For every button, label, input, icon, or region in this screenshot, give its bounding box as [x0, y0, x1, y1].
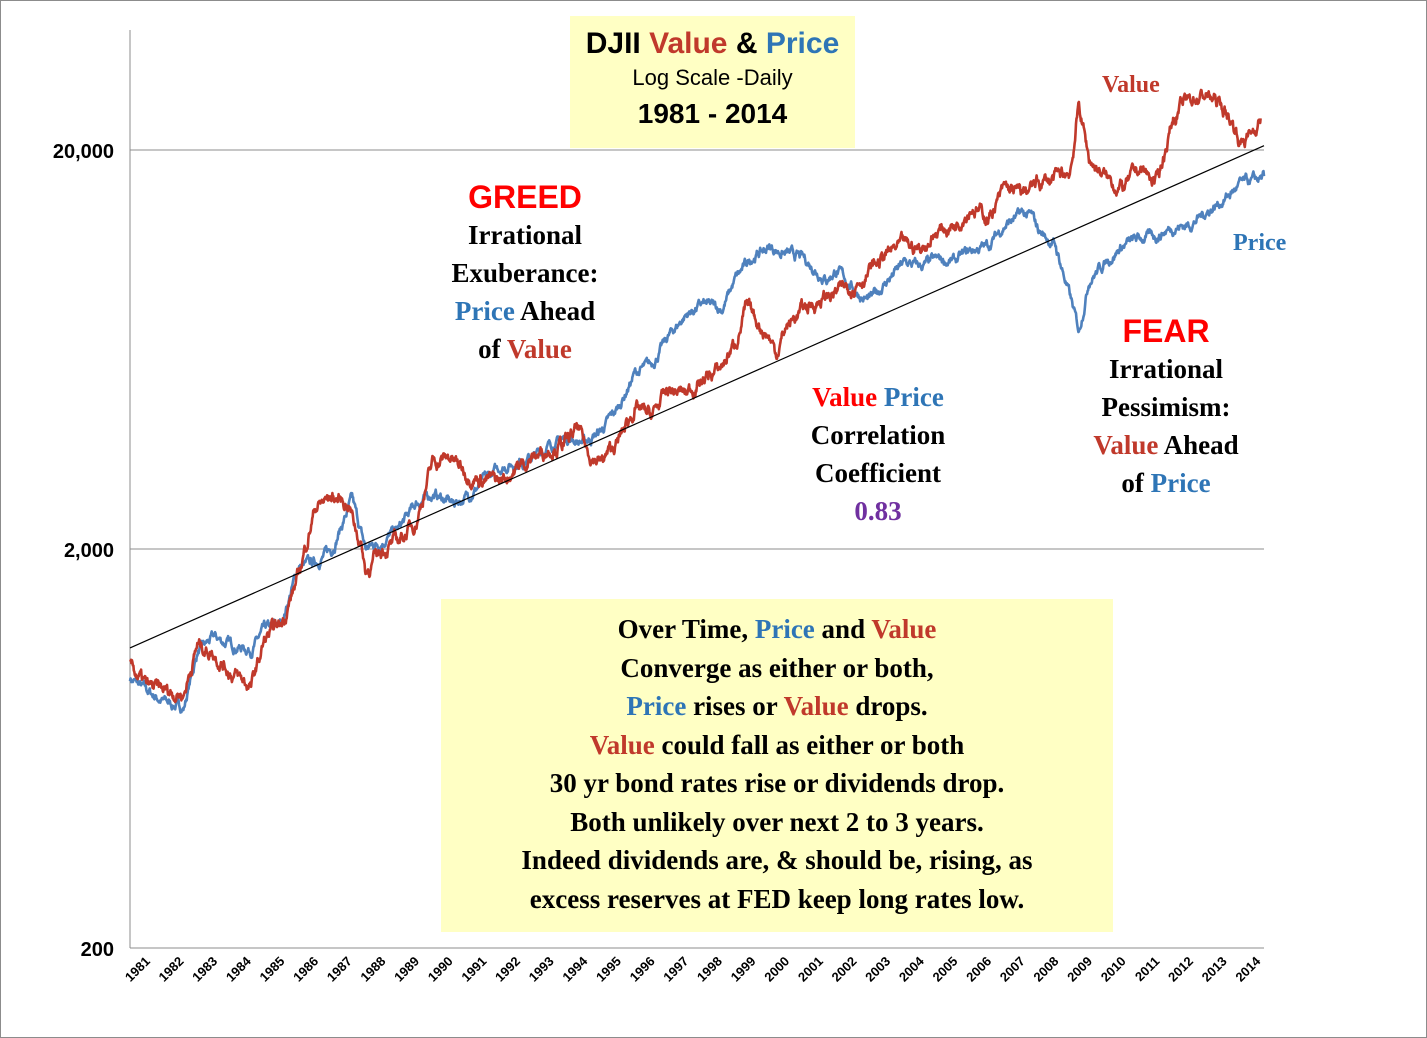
x-tick-label: 2002	[829, 954, 860, 985]
trend-line	[129, 145, 1265, 649]
note-line-8: excess reserves at FED keep long rates l…	[529, 883, 1025, 914]
note-line-5: 30 yr bond rates rise or dividends drop.	[549, 768, 1005, 798]
greed-line-1: Irrational	[468, 220, 582, 250]
y-tick-label-2000: 2,000	[64, 540, 114, 562]
title-box: DJII Value & Price Log Scale -Daily 1981…	[570, 16, 855, 148]
greed-annotation: GREED Irrational Exuberance: Price Ahead…	[420, 178, 630, 368]
x-tick-label: 2007	[997, 954, 1028, 985]
chart-date-range: 1981 - 2014	[637, 98, 788, 129]
x-tick-label: 1990	[425, 954, 456, 985]
x-tick-label: 2012	[1165, 954, 1196, 985]
x-tick-label: 1987	[324, 954, 355, 985]
x-tick-label: 1992	[492, 954, 523, 985]
fear-heading: FEAR	[1122, 313, 1210, 349]
x-tick-label: 2006	[963, 954, 994, 985]
note-line-1: Over Time, Price and Value	[617, 614, 937, 644]
x-tick-label: 2005	[929, 954, 960, 985]
x-tick-label: 1996	[627, 954, 658, 985]
correlation-coefficient: 0.83	[854, 496, 902, 526]
x-tick-label: 2014	[1232, 953, 1264, 985]
note-line-6: Both unlikely over next 2 to 3 years.	[570, 806, 984, 837]
x-tick-label: 1998	[694, 954, 725, 985]
x-tick-label: 2010	[1098, 954, 1129, 985]
y-tick-label-20000: 20,000	[53, 141, 114, 163]
note-box: Over Time, Price and Value Converge as e…	[441, 599, 1113, 932]
x-tick-label: 1988	[357, 954, 388, 985]
x-tick-label: 1981	[122, 954, 153, 985]
x-tick-label: 2009	[1064, 954, 1095, 985]
series-label-price: Price	[1233, 230, 1287, 256]
x-tick-label: 2013	[1199, 954, 1230, 985]
x-tick-label: 1995	[593, 954, 624, 985]
x-axis-ticks: 1981 1982 1983 1984 1985 1986 1987 1988 1989 1990…	[122, 953, 1264, 985]
x-tick-label: 1986	[290, 954, 321, 985]
fear-line-2: Pessimism:	[1101, 392, 1231, 422]
series-layer	[128, 88, 1266, 714]
x-tick-label: 2004	[896, 953, 928, 985]
x-tick-label: 1985	[256, 954, 287, 985]
greed-line-2: Exuberance:	[451, 258, 599, 288]
chart-title: DJII Value & Price	[585, 27, 840, 60]
greed-heading: GREED	[468, 179, 582, 215]
series-price-line	[128, 169, 1266, 714]
y-tick-label-200: 200	[81, 939, 114, 961]
series-label-value: Value	[1102, 72, 1160, 98]
note-line-7: Indeed dividends are, & should be, risin…	[521, 845, 1033, 875]
x-tick-label: 1984	[223, 953, 255, 985]
x-tick-label: 2000	[761, 954, 792, 985]
correlation-line-3: Coefficient	[815, 458, 941, 488]
chart-subtitle: Log Scale -Daily	[632, 65, 793, 90]
x-tick-label: 1983	[189, 954, 220, 985]
x-tick-label: 2008	[1030, 954, 1061, 985]
x-tick-label: 1993	[526, 954, 557, 985]
fear-line-3: Value Ahead	[1093, 430, 1239, 460]
note-line-2: Converge as either or both,	[620, 652, 934, 683]
note-line-4: Value could fall as either or both	[589, 729, 965, 760]
x-tick-label: 2001	[795, 954, 826, 985]
note-line-3: Price rises or Value drops.	[626, 691, 928, 721]
x-tick-label: 1997	[660, 954, 691, 985]
x-tick-label: 1989	[391, 954, 422, 985]
x-tick-label: 1982	[156, 954, 187, 985]
fear-line-4: of Price	[1121, 468, 1211, 498]
x-tick-label: 2011	[1132, 954, 1163, 985]
greed-line-3: Price Ahead	[454, 296, 596, 326]
fear-annotation: FEAR Irrational Pessimism: Value Ahead o…	[1050, 312, 1282, 502]
series-value-line	[128, 88, 1262, 704]
x-tick-label: 1999	[728, 954, 759, 985]
greed-line-4: of Value	[478, 334, 572, 364]
x-tick-label: 1994	[559, 953, 591, 985]
fear-line-1: Irrational	[1109, 354, 1223, 384]
correlation-annotation: Value Price Correlation Coefficient 0.83	[770, 378, 986, 530]
correlation-line-2: Correlation	[810, 420, 946, 450]
x-tick-label: 2003	[862, 954, 893, 985]
correlation-line-1: Value Price	[812, 382, 944, 412]
x-tick-label: 1991	[458, 954, 489, 985]
